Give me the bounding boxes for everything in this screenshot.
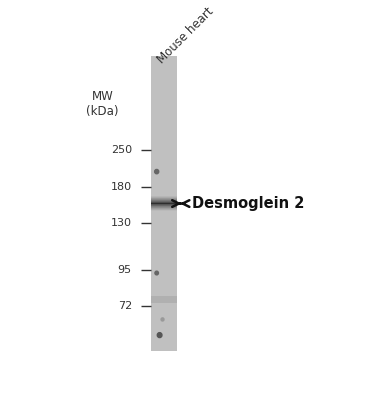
Bar: [151, 205, 177, 206]
Circle shape: [155, 271, 158, 275]
Bar: [151, 204, 177, 205]
Bar: [151, 203, 177, 204]
Text: Desmoglein 2: Desmoglein 2: [192, 196, 304, 211]
Text: 180: 180: [111, 182, 132, 192]
Bar: [151, 201, 177, 202]
Bar: [151, 204, 177, 205]
Bar: [151, 206, 177, 207]
Bar: [151, 208, 177, 209]
Bar: [151, 56, 177, 351]
Bar: [151, 202, 177, 203]
Bar: [151, 210, 177, 211]
Bar: [151, 196, 177, 197]
Text: 72: 72: [118, 300, 132, 310]
Bar: [151, 197, 177, 198]
Bar: [151, 296, 177, 303]
Bar: [151, 203, 177, 204]
Circle shape: [157, 333, 162, 338]
Bar: [151, 198, 177, 199]
Text: 250: 250: [111, 145, 132, 155]
Text: 95: 95: [118, 265, 132, 275]
Bar: [151, 207, 177, 208]
Bar: [151, 198, 177, 199]
Bar: [151, 207, 177, 208]
Bar: [151, 200, 177, 201]
Bar: [151, 201, 177, 202]
Bar: [151, 209, 177, 210]
Bar: [151, 208, 177, 209]
Bar: [151, 205, 177, 206]
Bar: [151, 209, 177, 210]
Circle shape: [161, 318, 164, 321]
Text: 130: 130: [111, 218, 132, 228]
Text: Mouse heart: Mouse heart: [155, 5, 216, 66]
Bar: [151, 197, 177, 198]
Bar: [151, 196, 177, 197]
Bar: [151, 206, 177, 207]
Bar: [151, 200, 177, 201]
Text: MW
(kDa): MW (kDa): [86, 90, 119, 118]
Bar: [151, 199, 177, 200]
Bar: [151, 199, 177, 200]
Bar: [151, 202, 177, 203]
Circle shape: [155, 170, 159, 174]
